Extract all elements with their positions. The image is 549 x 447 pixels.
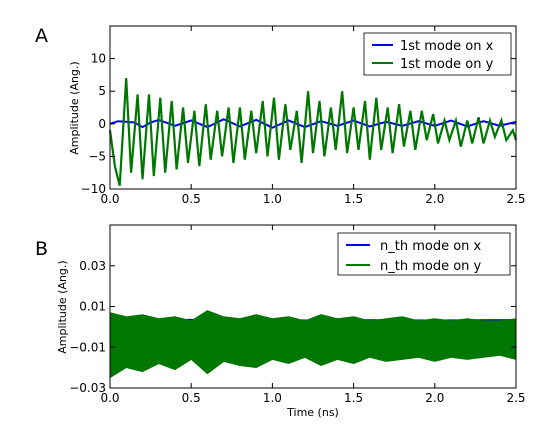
panel-a-xtick-label: 2.0 <box>425 192 444 206</box>
panel-b-legend-label-x: n_th mode on x <box>380 239 482 254</box>
panel-a-ylabel: Amplitude (Ang.) <box>68 61 81 154</box>
panel-b-series <box>109 310 517 379</box>
panel-b-xtick-label: 1.5 <box>344 391 363 405</box>
panel-b-xlabel: Time (ns) <box>286 406 339 419</box>
panel-a-xtick-label: 2.5 <box>506 192 525 206</box>
panel-b-series-2-band <box>109 310 517 379</box>
panel-a-series-2-line <box>108 78 518 186</box>
panel-b-ylabel: Amplitude (Ang.) <box>56 260 69 353</box>
panel-a-legend-label-y: 1st mode on y <box>400 57 494 72</box>
panel-b-xtick-label: 1.0 <box>263 391 282 405</box>
panel-a-ytick-label: −10 <box>81 182 106 196</box>
panel-a-xtick-label: 0.5 <box>182 192 201 206</box>
panel-a-xtick-label: 1.0 <box>263 192 282 206</box>
panel-b-legend-box <box>337 232 511 276</box>
panel-b-xtick-label: 2.0 <box>425 391 444 405</box>
panel-b-xtick-label: 0.5 <box>182 391 201 405</box>
panel-a-series-1-line <box>109 118 517 129</box>
panel-b-xtick-label: 2.5 <box>506 391 525 405</box>
panel-a-legend-box <box>363 32 512 76</box>
panel-a-legend: 1st mode on x 1st mode on y <box>363 32 512 76</box>
panel-b-legend-label-y: n_th mode on y <box>380 259 482 274</box>
panel-a-xtick-label: 0.0 <box>100 192 119 206</box>
panel-b-ytick-label: 0.01 <box>79 300 106 314</box>
panel-b-frame <box>109 224 517 389</box>
panel-b-ticks: 0.0 0.5 1.0 1.5 2.0 2.5 −0.03 −0.01 0.01 0.03 <box>69 225 526 405</box>
panel-b: B 0.0 0.5 1.0 1.5 2.0 2.5 −0.03 −0.01 0.01 0.03 A… <box>35 224 526 419</box>
panel-a-series <box>108 78 518 186</box>
panel-b-xtick-label: 0.0 <box>100 391 119 405</box>
panel-a-ytick-label: 10 <box>91 52 106 66</box>
panel-a-ytick-label: 0 <box>98 117 106 131</box>
panel-a-legend-label-x: 1st mode on x <box>400 39 494 54</box>
panel-a-ytick-label: −5 <box>88 149 106 163</box>
panel-a-frame <box>109 25 517 190</box>
panel-a-ticks: 0.0 0.5 1.0 1.5 2.0 2.5 −10 −5 0 5 10 <box>81 26 526 206</box>
panel-b-legend: n_th mode on x n_th mode on y <box>337 232 511 276</box>
panel-b-ytick-label: 0.03 <box>79 259 106 273</box>
panel-b-label: B <box>35 238 48 260</box>
panel-a: A 0.0 0.5 1.0 1.5 2.0 2.5 −10 −5 0 5 10 Amplitude … <box>35 25 526 206</box>
panel-b-ytick-label: −0.01 <box>69 340 106 354</box>
panel-a-ytick-label: 5 <box>98 84 106 98</box>
panel-b-ytick-label: −0.03 <box>69 381 106 395</box>
panel-a-label: A <box>35 25 48 47</box>
panel-a-xtick-label: 1.5 <box>344 192 363 206</box>
